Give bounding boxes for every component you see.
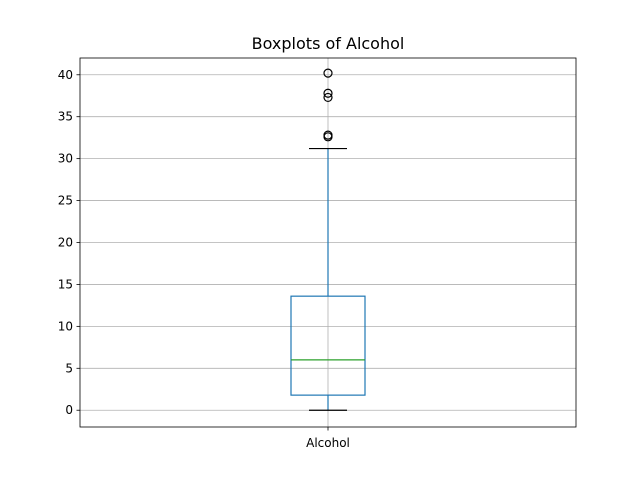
y-tick-label: 35 [58, 110, 73, 124]
outlier-point [323, 92, 333, 103]
box-iqr [290, 295, 366, 396]
outlier-point [323, 68, 333, 78]
plot-frame [79, 57, 577, 428]
y-tick-label: 10 [58, 319, 73, 333]
chart-title: Boxplots of Alcohol [252, 34, 405, 53]
box-layer [290, 68, 366, 411]
outlier-point [323, 88, 333, 98]
y-tick-label: 5 [65, 361, 73, 375]
y-tick-label: 15 [58, 277, 73, 291]
axes: 0 5 10 15 20 25 30 35 40 Alcohol [58, 68, 350, 450]
outlier-point [323, 130, 333, 140]
y-tick-label: 25 [58, 194, 73, 208]
x-tick-label: Alcohol [306, 436, 350, 450]
y-tick-label: 30 [58, 152, 73, 166]
y-tick-label: 20 [58, 236, 73, 250]
y-tick-label: 40 [58, 68, 73, 82]
y-tick-label: 0 [65, 403, 73, 417]
